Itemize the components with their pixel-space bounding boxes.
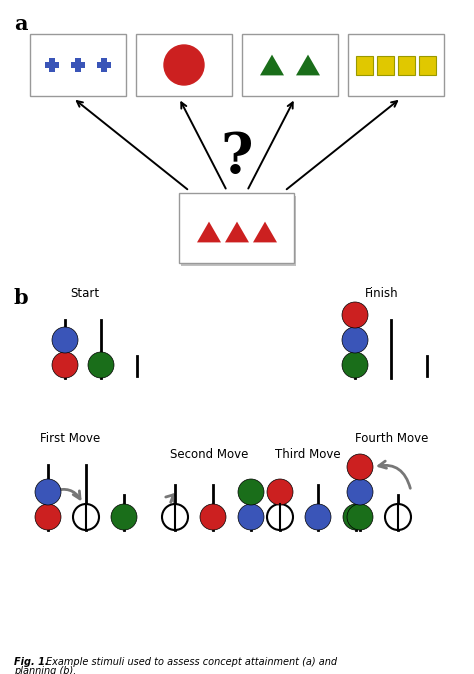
Circle shape [267,479,293,505]
Bar [49,58,55,72]
Polygon shape [197,222,221,243]
Text: First Move: First Move [40,432,100,445]
Bar [398,55,415,75]
Circle shape [347,454,373,480]
Bar [45,62,59,67]
Circle shape [343,504,369,530]
Bar [75,58,81,72]
Bar [419,55,436,75]
Polygon shape [296,55,320,75]
FancyBboxPatch shape [136,34,232,96]
Circle shape [267,504,293,530]
Bar [71,62,85,67]
Circle shape [35,479,61,505]
FancyBboxPatch shape [180,193,294,263]
Text: Example stimuli used to assess concept attainment (a) and: Example stimuli used to assess concept a… [46,657,337,667]
Bar [377,55,394,75]
FancyBboxPatch shape [30,34,126,96]
FancyBboxPatch shape [348,34,444,96]
Circle shape [35,504,61,530]
Circle shape [238,479,264,505]
Polygon shape [260,55,284,75]
Circle shape [342,302,368,328]
Text: planning (b).: planning (b). [14,666,76,674]
Text: Fourth Move: Fourth Move [355,432,428,445]
Circle shape [347,479,373,505]
Circle shape [200,504,226,530]
Circle shape [347,504,373,530]
Circle shape [342,352,368,378]
Polygon shape [225,222,249,243]
Circle shape [111,504,137,530]
Circle shape [342,327,368,353]
Text: b: b [14,288,28,308]
Circle shape [52,352,78,378]
Text: a: a [14,14,27,34]
Bar [101,58,107,72]
Text: Third Move: Third Move [275,448,341,461]
Circle shape [162,504,188,530]
Text: Second Move: Second Move [170,448,248,461]
Circle shape [88,352,114,378]
Circle shape [52,327,78,353]
FancyBboxPatch shape [182,196,297,266]
Circle shape [73,504,99,530]
Text: Finish: Finish [365,287,399,300]
Circle shape [238,504,264,530]
Text: ?: ? [221,131,253,185]
Circle shape [305,504,331,530]
Text: Start: Start [70,287,99,300]
Bar [356,55,373,75]
Polygon shape [253,222,277,243]
Circle shape [385,504,411,530]
FancyBboxPatch shape [242,34,338,96]
Text: Fig. 1.: Fig. 1. [14,657,49,667]
Bar [97,62,111,67]
Circle shape [164,45,204,85]
